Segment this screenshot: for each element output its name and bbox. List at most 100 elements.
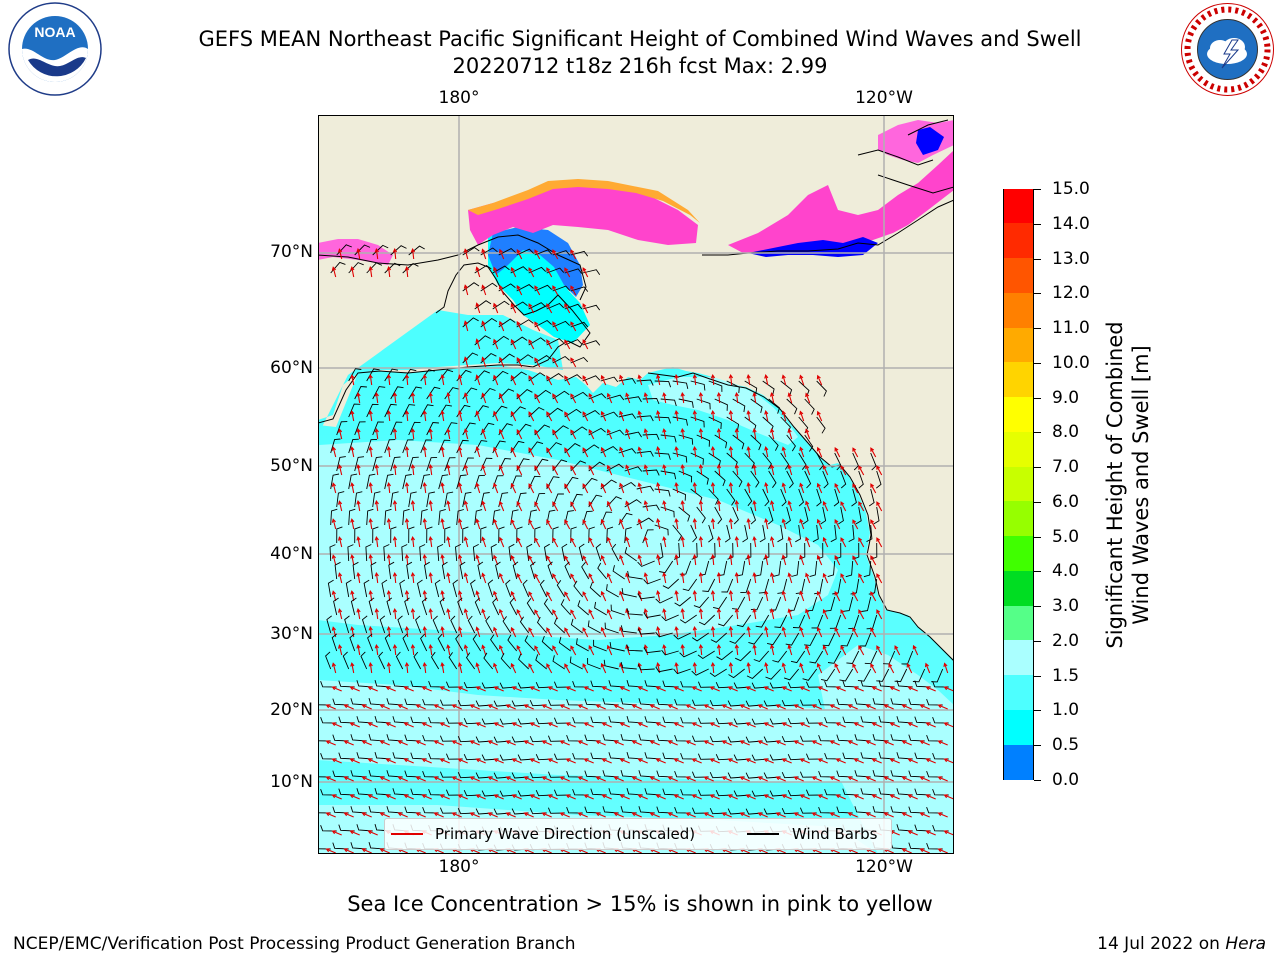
wave-direction-arrow bbox=[798, 626, 804, 637]
wind-barb bbox=[581, 409, 600, 417]
wave-direction-arrow bbox=[606, 392, 612, 403]
wave-direction-arrow bbox=[679, 571, 685, 583]
wind-barb bbox=[749, 506, 756, 524]
wave-direction-arrow bbox=[374, 391, 379, 403]
coastline-siberia bbox=[319, 261, 591, 423]
wave-direction-arrow bbox=[432, 739, 444, 746]
colorbar-segment bbox=[1004, 397, 1033, 433]
wind-barb bbox=[524, 634, 535, 651]
wind-barb bbox=[600, 376, 618, 382]
wave-direction-arrow bbox=[882, 703, 894, 710]
wave-direction-arrow bbox=[618, 446, 624, 457]
wind-barb bbox=[821, 470, 829, 488]
wind-barb bbox=[866, 614, 877, 629]
wind-barb bbox=[353, 525, 361, 543]
wind-barb bbox=[806, 596, 817, 611]
wind-barb bbox=[533, 389, 551, 399]
wind-barb bbox=[784, 506, 791, 524]
wind-barb bbox=[347, 473, 357, 489]
wave-direction-arrow bbox=[852, 757, 864, 764]
wave-direction-arrow bbox=[720, 739, 732, 746]
wind-barb bbox=[726, 380, 740, 393]
wave-direction-arrow bbox=[492, 374, 498, 385]
wave-direction-arrow bbox=[661, 571, 666, 583]
wind-barb bbox=[443, 456, 456, 471]
wind-barb bbox=[724, 524, 731, 542]
wind-barb bbox=[749, 434, 761, 450]
wave-direction-arrow bbox=[404, 409, 409, 421]
sea-ice-edge-yellow bbox=[467, 178, 700, 223]
wave-direction-arrow bbox=[698, 571, 703, 583]
wave-direction-arrow bbox=[445, 607, 450, 619]
wave-direction-arrow bbox=[522, 703, 534, 710]
wave-direction-arrow bbox=[540, 811, 552, 818]
wind-barb bbox=[747, 632, 763, 645]
wave-direction-arrow bbox=[438, 685, 450, 692]
wave-direction-arrow bbox=[546, 757, 558, 764]
wind-barb bbox=[717, 614, 733, 626]
wave-direction-arrow bbox=[366, 757, 378, 764]
wind-barb bbox=[539, 579, 547, 597]
wave-direction-arrow bbox=[781, 661, 786, 673]
wave-direction-arrow bbox=[882, 775, 894, 782]
wave-direction-arrow bbox=[527, 662, 534, 673]
wave-direction-arrow bbox=[698, 391, 703, 403]
wind-barb bbox=[797, 488, 804, 506]
wave-direction-arrow bbox=[875, 464, 882, 475]
wave-direction-arrow bbox=[744, 793, 756, 800]
wave-direction-arrow bbox=[498, 572, 504, 583]
wave-direction-arrow bbox=[624, 499, 630, 511]
wind-barb bbox=[772, 560, 781, 577]
colorbar-segment bbox=[1004, 188, 1033, 224]
wave-direction-arrow bbox=[864, 775, 876, 782]
wind-barb bbox=[359, 651, 367, 669]
wave-direction-arrow bbox=[438, 757, 450, 764]
wave-direction-arrow bbox=[588, 608, 594, 619]
wave-direction-arrow bbox=[510, 446, 516, 457]
wave-direction-arrow bbox=[551, 536, 558, 547]
colorbar-tick bbox=[1034, 189, 1041, 190]
wave-direction-arrow bbox=[516, 284, 522, 295]
wind-barb bbox=[353, 385, 367, 399]
wave-direction-arrow bbox=[857, 572, 864, 583]
wave-direction-arrow bbox=[728, 589, 733, 601]
wind-barb bbox=[606, 394, 624, 400]
wave-direction-arrow bbox=[378, 739, 390, 746]
wind-barb bbox=[389, 490, 399, 507]
wave-direction-arrow bbox=[450, 703, 462, 710]
gulf-alaska-light bbox=[647, 376, 798, 445]
wind-barb bbox=[822, 632, 835, 646]
wind-barb bbox=[830, 524, 837, 542]
wind-barb bbox=[456, 597, 463, 615]
colorbar-segment bbox=[1004, 536, 1033, 572]
wave-direction-arrow bbox=[569, 572, 576, 583]
wave-direction-arrow bbox=[545, 590, 552, 601]
wave-direction-arrow bbox=[563, 410, 570, 421]
wave-direction-arrow bbox=[492, 685, 504, 692]
wind-barb bbox=[677, 506, 690, 522]
wave-direction-arrow bbox=[666, 739, 678, 746]
wave-direction-arrow bbox=[368, 625, 373, 637]
wind-barb bbox=[526, 597, 535, 615]
chukchi-water bbox=[487, 226, 583, 297]
wave-direction-arrow bbox=[648, 703, 660, 710]
wave-direction-arrow bbox=[822, 572, 828, 583]
wave-direction-arrow bbox=[360, 811, 372, 818]
wind-barb bbox=[662, 578, 679, 589]
wind-barb bbox=[484, 615, 493, 633]
wave-direction-arrow bbox=[456, 685, 468, 692]
wind-barb bbox=[727, 668, 745, 678]
wave-direction-arrow bbox=[630, 775, 642, 782]
colorbar-tick bbox=[1034, 258, 1041, 260]
colorbar-tick-label: 9.0 bbox=[1052, 387, 1080, 408]
wind-barb bbox=[381, 579, 387, 597]
wave-direction-arrow bbox=[870, 721, 882, 728]
wave-direction-arrow bbox=[463, 571, 468, 583]
wind-barb bbox=[746, 668, 763, 679]
wind-barb bbox=[403, 597, 410, 615]
wave-direction-arrow bbox=[545, 626, 552, 637]
wind-barb bbox=[620, 624, 637, 633]
wind-barb bbox=[425, 491, 435, 507]
wind-barb bbox=[331, 633, 337, 651]
wave-direction-arrow bbox=[846, 703, 858, 710]
